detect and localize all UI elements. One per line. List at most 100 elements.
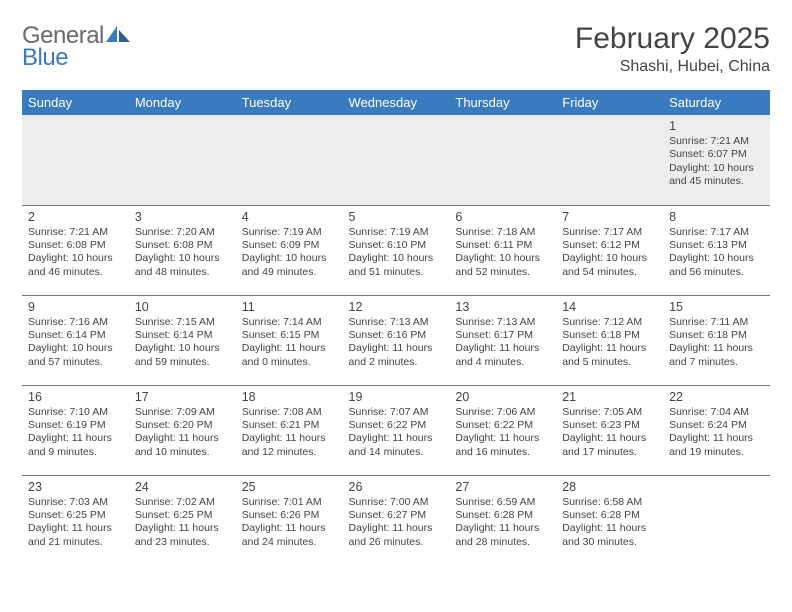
day-info: Sunrise: 7:14 AMSunset: 6:15 PMDaylight:… [242, 316, 337, 370]
daylight: Daylight: 11 hours and 30 minutes. [562, 522, 657, 549]
day-info: Sunrise: 7:17 AMSunset: 6:12 PMDaylight:… [562, 226, 657, 280]
day-info: Sunrise: 7:02 AMSunset: 6:25 PMDaylight:… [135, 496, 230, 550]
sunrise: Sunrise: 7:12 AM [562, 316, 657, 329]
sunrise: Sunrise: 7:06 AM [455, 406, 550, 419]
day-info: Sunrise: 7:07 AMSunset: 6:22 PMDaylight:… [349, 406, 444, 460]
calendar-cell: 19 Sunrise: 7:07 AMSunset: 6:22 PMDayligh… [343, 385, 450, 475]
daylight: Daylight: 10 hours and 54 minutes. [562, 252, 657, 279]
calendar-cell [663, 475, 770, 565]
calendar-cell [129, 115, 236, 205]
day-number: 6 [455, 210, 550, 224]
sunset: Sunset: 6:18 PM [562, 329, 657, 342]
day-info: Sunrise: 7:15 AMSunset: 6:14 PMDaylight:… [135, 316, 230, 370]
calendar-cell: 12Sunrise: 7:13 AMSunset: 6:16 PMDayligh… [343, 295, 450, 385]
month-title: February 2025 [575, 22, 770, 56]
calendar-cell: 5Sunrise: 7:19 AMSunset: 6:10 PMDaylight… [343, 205, 450, 295]
day-number: 18 [242, 390, 337, 404]
calendar-cell: 23 Sunrise: 7:03 AMSunset: 6:25 PMDayligh… [22, 475, 129, 565]
day-info: Sunrise: 7:11 AMSunset: 6:18 PMDaylight:… [669, 316, 764, 370]
day-info: Sunrise: 7:21 AMSunset: 6:08 PMDaylight:… [28, 226, 123, 280]
sunset: Sunset: 6:26 PM [242, 509, 337, 522]
day-info: Sunrise: 7:17 AMSunset: 6:13 PMDaylight:… [669, 226, 764, 280]
sunrise: Sunrise: 7:09 AM [135, 406, 230, 419]
header: General Blue February 2025 Shashi, Hubei… [22, 22, 770, 76]
title-block: February 2025 Shashi, Hubei, China [575, 22, 770, 76]
sunrise: Sunrise: 7:18 AM [455, 226, 550, 239]
day-info: Sunrise: 7:20 AMSunset: 6:08 PMDaylight:… [135, 226, 230, 280]
day-info: Sunrise: 7:03 AMSunset: 6:25 PMDaylight:… [28, 496, 123, 550]
calendar-week: 16Sunrise: 7:10 AMSunset: 6:19 PMDayligh… [22, 385, 770, 475]
day-number: 1 [669, 119, 764, 133]
sunrise: Sunrise: 7:02 AM [135, 496, 230, 509]
daylight: Daylight: 11 hours and 12 minutes. [242, 432, 337, 459]
sunset: Sunset: 6:16 PM [349, 329, 444, 342]
sunset: Sunset: 6:28 PM [455, 509, 550, 522]
calendar-head: SundayMondayTuesdayWednesdayThursdayFrid… [22, 90, 770, 115]
day-info: Sunrise: 7:09 AMSunset: 6:20 PMDaylight:… [135, 406, 230, 460]
calendar-cell: 15Sunrise: 7:11 AMSunset: 6:18 PMDayligh… [663, 295, 770, 385]
calendar-cell: 25Sunrise: 7:01 AMSunset: 6:26 PMDayligh… [236, 475, 343, 565]
day-info: Sunrise: 7:18 AMSunset: 6:11 PMDaylight:… [455, 226, 550, 280]
sunrise: Sunrise: 7:17 AM [669, 226, 764, 239]
calendar-cell [449, 115, 556, 205]
daylight: Daylight: 11 hours and 24 minutes. [242, 522, 337, 549]
day-info: Sunrise: 7:12 AMSunset: 6:18 PMDaylight:… [562, 316, 657, 370]
day-info: Sunrise: 7:05 AMSunset: 6:23 PMDaylight:… [562, 406, 657, 460]
calendar-cell [556, 115, 663, 205]
day-number: 11 [242, 300, 337, 314]
sunrise: Sunrise: 7:17 AM [562, 226, 657, 239]
day-number: 9 [28, 300, 123, 314]
day-info: Sunrise: 6:58 AMSunset: 6:28 PMDaylight:… [562, 496, 657, 550]
daylight: Daylight: 10 hours and 48 minutes. [135, 252, 230, 279]
daylight: Daylight: 11 hours and 26 minutes. [349, 522, 444, 549]
calendar-table: SundayMondayTuesdayWednesdayThursdayFrid… [22, 90, 770, 565]
sunrise: Sunrise: 7:15 AM [135, 316, 230, 329]
calendar-cell: 9 Sunrise: 7:16 AMSunset: 6:14 PMDaylight… [22, 295, 129, 385]
sunrise: Sunrise: 7:05 AM [562, 406, 657, 419]
daylight: Daylight: 10 hours and 51 minutes. [349, 252, 444, 279]
daylight: Daylight: 11 hours and 16 minutes. [455, 432, 550, 459]
day-number: 23 [28, 480, 123, 494]
sunset: Sunset: 6:22 PM [455, 419, 550, 432]
calendar-cell: 10Sunrise: 7:15 AMSunset: 6:14 PMDayligh… [129, 295, 236, 385]
sunrise: Sunrise: 7:19 AM [349, 226, 444, 239]
calendar-cell: 28 Sunrise: 6:58 AMSunset: 6:28 PMDayligh… [556, 475, 663, 565]
daylight: Daylight: 11 hours and 28 minutes. [455, 522, 550, 549]
day-info: Sunrise: 7:19 AMSunset: 6:10 PMDaylight:… [349, 226, 444, 280]
day-number: 25 [242, 480, 337, 494]
weekday-header: Sunday [22, 90, 129, 115]
sunset: Sunset: 6:23 PM [562, 419, 657, 432]
day-info: Sunrise: 7:16 AMSunset: 6:14 PMDaylight:… [28, 316, 123, 370]
sunrise: Sunrise: 7:07 AM [349, 406, 444, 419]
day-number: 19 [349, 390, 444, 404]
day-number: 17 [135, 390, 230, 404]
day-number: 20 [455, 390, 550, 404]
calendar-body: 1Sunrise: 7:21 AMSunset: 6:07 PMDaylight… [22, 115, 770, 565]
daylight: Daylight: 10 hours and 59 minutes. [135, 342, 230, 369]
day-number: 8 [669, 210, 764, 224]
logo-blue: Blue [22, 44, 68, 71]
sunset: Sunset: 6:08 PM [135, 239, 230, 252]
sail-icon [106, 25, 132, 43]
weekday-header: Friday [556, 90, 663, 115]
weekday-header: Saturday [663, 90, 770, 115]
day-info: Sunrise: 7:08 AMSunset: 6:21 PMDaylight:… [242, 406, 337, 460]
calendar-week: 2Sunrise: 7:21 AMSunset: 6:08 PMDaylight… [22, 205, 770, 295]
sunrise: Sunrise: 6:58 AM [562, 496, 657, 509]
sunset: Sunset: 6:21 PM [242, 419, 337, 432]
sunset: Sunset: 6:11 PM [455, 239, 550, 252]
day-number: 28 [562, 480, 657, 494]
daylight: Daylight: 11 hours and 2 minutes. [349, 342, 444, 369]
day-number: 12 [349, 300, 444, 314]
calendar-cell [236, 115, 343, 205]
day-number: 7 [562, 210, 657, 224]
day-info: Sunrise: 6:59 AMSunset: 6:28 PMDaylight:… [455, 496, 550, 550]
day-info: Sunrise: 7:13 AMSunset: 6:17 PMDaylight:… [455, 316, 550, 370]
calendar-cell: 27Sunrise: 6:59 AMSunset: 6:28 PMDayligh… [449, 475, 556, 565]
calendar-cell: 1Sunrise: 7:21 AMSunset: 6:07 PMDaylight… [663, 115, 770, 205]
daylight: Daylight: 11 hours and 14 minutes. [349, 432, 444, 459]
daylight: Daylight: 10 hours and 56 minutes. [669, 252, 764, 279]
sunset: Sunset: 6:25 PM [135, 509, 230, 522]
sunrise: Sunrise: 7:11 AM [669, 316, 764, 329]
calendar-cell: 21Sunrise: 7:05 AMSunset: 6:23 PMDayligh… [556, 385, 663, 475]
